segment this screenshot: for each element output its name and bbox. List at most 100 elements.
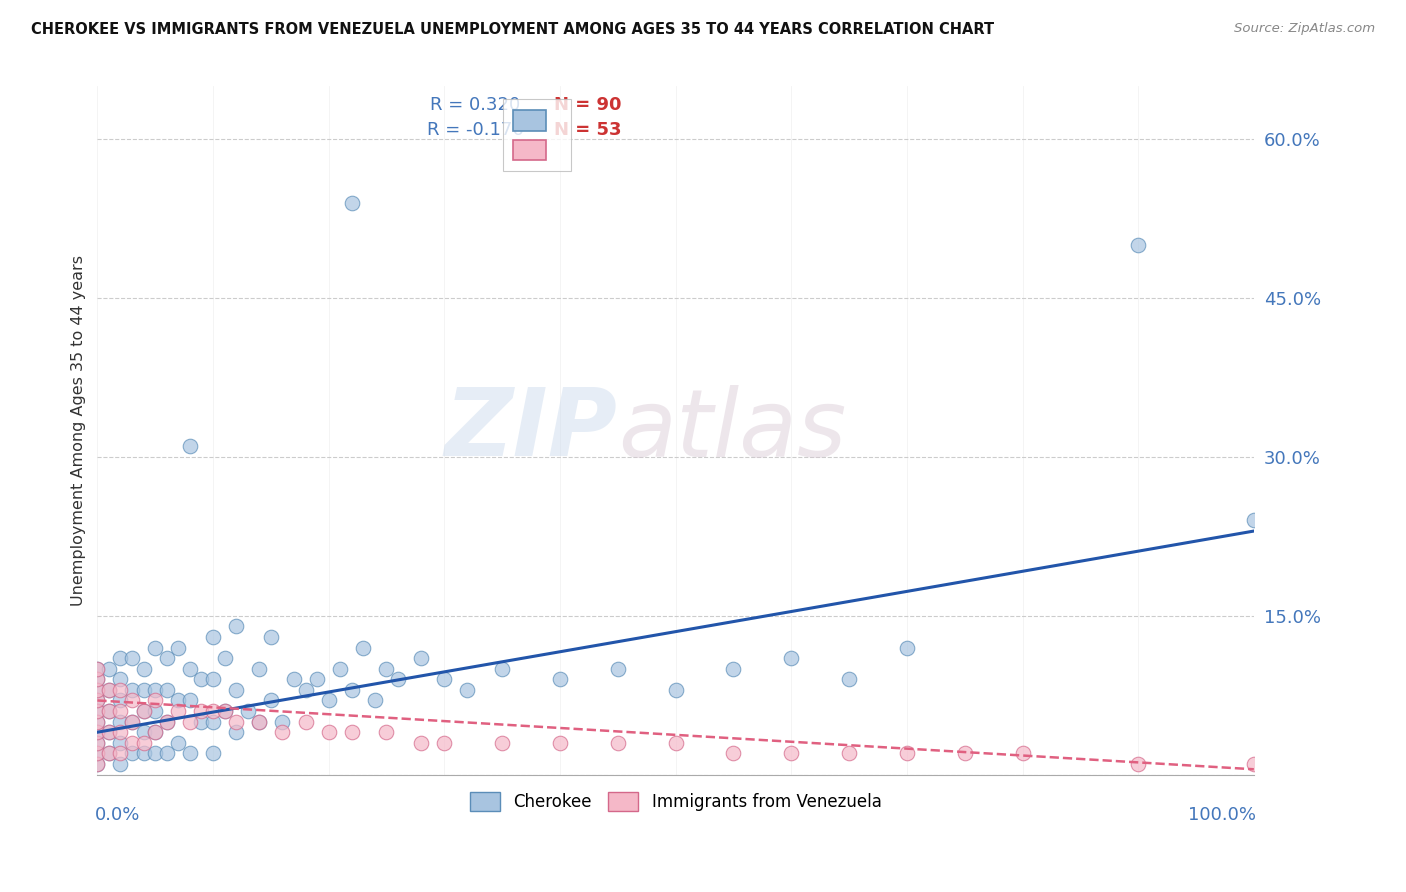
Point (236, 704, 259, 718)
Text: Source: ZipAtlas.com: Source: ZipAtlas.com (1234, 22, 1375, 36)
Point (97, 747, 120, 761)
Point (491, 736, 513, 750)
Point (723, 662, 745, 676)
Text: 0.0%: 0.0% (96, 805, 141, 823)
Point (340, 725, 363, 739)
Point (201, 747, 224, 761)
Point (294, 682, 316, 697)
Point (247, 662, 270, 676)
Legend: Cherokee, Immigrants from Venezuela: Cherokee, Immigrants from Venezuela (463, 785, 889, 818)
Point (179, 714, 201, 729)
Point (1128, 756, 1150, 771)
Point (86, 704, 108, 718)
Point (375, 725, 398, 739)
Point (606, 736, 628, 750)
Point (86, 736, 108, 750)
Point (86, 673, 108, 687)
Point (179, 439, 201, 453)
Point (110, 756, 132, 771)
Point (225, 725, 247, 739)
Point (110, 736, 132, 750)
Text: ZIP: ZIP (444, 384, 617, 476)
Point (352, 640, 374, 655)
Point (86, 747, 108, 761)
Point (121, 736, 143, 750)
Point (214, 704, 236, 718)
Point (143, 725, 166, 739)
Point (110, 682, 132, 697)
Point (156, 714, 179, 729)
Point (132, 747, 155, 761)
Point (86, 662, 108, 676)
Point (780, 651, 803, 665)
Point (97, 704, 120, 718)
Point (167, 693, 190, 707)
Point (201, 673, 224, 687)
Point (143, 704, 166, 718)
Point (201, 704, 224, 718)
Point (86, 682, 108, 697)
Point (97, 682, 120, 697)
Point (247, 714, 270, 729)
Point (340, 195, 363, 210)
Point (411, 736, 433, 750)
Point (121, 651, 143, 665)
Point (225, 682, 247, 697)
Point (433, 736, 456, 750)
Point (271, 725, 294, 739)
Point (97, 747, 120, 761)
Point (318, 693, 340, 707)
Point (456, 682, 478, 697)
Text: R = -0.176: R = -0.176 (427, 120, 523, 138)
Point (132, 662, 155, 676)
Point (156, 682, 179, 697)
Point (283, 673, 305, 687)
Point (132, 704, 155, 718)
Point (838, 673, 860, 687)
Point (86, 725, 108, 739)
Point (86, 673, 108, 687)
Point (121, 682, 143, 697)
Point (294, 714, 316, 729)
Point (225, 619, 247, 633)
Point (156, 714, 179, 729)
Point (143, 747, 166, 761)
Point (86, 756, 108, 771)
Text: N = 53: N = 53 (554, 120, 621, 138)
Point (225, 714, 247, 729)
Point (86, 693, 108, 707)
Point (548, 673, 571, 687)
Text: atlas: atlas (617, 385, 846, 476)
Point (86, 714, 108, 729)
Point (121, 693, 143, 707)
Text: CHEROKEE VS IMMIGRANTS FROM VENEZUELA UNEMPLOYMENT AMONG AGES 35 TO 44 YEARS COR: CHEROKEE VS IMMIGRANTS FROM VENEZUELA UN… (31, 22, 994, 37)
Point (260, 630, 283, 644)
Point (201, 630, 224, 644)
Point (307, 673, 329, 687)
Point (1243, 513, 1265, 527)
Point (121, 714, 143, 729)
Point (86, 714, 108, 729)
Point (375, 662, 398, 676)
Point (97, 725, 120, 739)
Point (86, 747, 108, 761)
Point (838, 747, 860, 761)
Point (86, 725, 108, 739)
Point (190, 673, 212, 687)
Point (214, 651, 236, 665)
Point (110, 651, 132, 665)
Point (97, 682, 120, 697)
Point (110, 673, 132, 687)
Point (1128, 238, 1150, 252)
Point (121, 714, 143, 729)
Point (132, 682, 155, 697)
Point (132, 725, 155, 739)
Point (318, 725, 340, 739)
Point (121, 747, 143, 761)
Point (86, 756, 108, 771)
Point (110, 747, 132, 761)
Point (86, 693, 108, 707)
Point (156, 651, 179, 665)
Point (179, 693, 201, 707)
Point (433, 673, 456, 687)
